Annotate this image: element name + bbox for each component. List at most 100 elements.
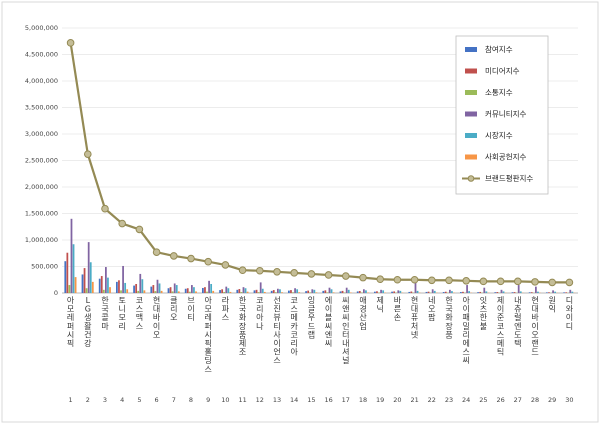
brand-index-line	[66, 39, 574, 287]
bar	[195, 291, 197, 293]
y-tick-label: 3,000,000	[25, 130, 58, 138]
bar	[511, 292, 514, 293]
legend-swatch	[465, 47, 477, 52]
bar	[279, 289, 281, 293]
bar	[177, 291, 180, 293]
bar	[118, 280, 120, 293]
bar	[451, 291, 453, 293]
bar	[143, 290, 146, 293]
bar	[68, 285, 71, 293]
bar	[290, 290, 292, 293]
bar	[191, 285, 193, 293]
bar	[229, 291, 232, 293]
bar	[171, 291, 174, 293]
bar	[89, 262, 92, 293]
bar	[126, 289, 129, 293]
bar	[477, 292, 479, 293]
line-point	[66, 39, 75, 47]
rank-label: 21	[410, 396, 418, 404]
y-tick-label: 4,000,000	[25, 77, 58, 85]
legend-label: 미디어지수	[485, 66, 520, 76]
bar	[367, 292, 369, 293]
rank-label: 6	[155, 396, 159, 404]
bar	[349, 292, 352, 293]
rank-label: 29	[548, 396, 556, 404]
bar	[502, 291, 505, 293]
rank-label: 18	[359, 396, 367, 404]
line-point	[307, 270, 316, 278]
bar	[341, 290, 344, 293]
bar	[343, 292, 346, 293]
legend-swatch	[465, 68, 477, 74]
bar	[485, 291, 488, 293]
bar	[479, 291, 482, 293]
rank-label: 25	[479, 396, 487, 404]
bar	[206, 291, 208, 293]
bar	[204, 287, 206, 293]
bar	[120, 290, 122, 293]
line-point	[376, 275, 385, 284]
bar	[315, 292, 318, 293]
bar	[167, 288, 170, 293]
bar	[537, 291, 539, 293]
bar	[449, 289, 451, 293]
line-point	[221, 261, 230, 269]
bar	[219, 290, 221, 293]
bar	[376, 291, 378, 293]
rank-label: 12	[256, 396, 264, 404]
bar	[173, 283, 176, 293]
bar	[281, 292, 283, 293]
bar	[122, 265, 124, 293]
legend-label: 브랜드평판지수	[485, 173, 533, 183]
line-point	[531, 278, 539, 286]
bar	[257, 292, 260, 293]
line-point	[290, 269, 299, 277]
rank-label: 9	[206, 396, 210, 404]
bar	[223, 291, 226, 293]
line-point	[496, 277, 505, 286]
bar	[347, 289, 350, 293]
bar	[358, 290, 361, 293]
rank-label: 26	[496, 396, 504, 404]
bar	[571, 291, 574, 293]
legend-swatch	[465, 111, 477, 117]
bar	[141, 279, 144, 293]
legend-label: 커뮤니티지수	[485, 110, 526, 119]
rank-label: 4	[120, 396, 124, 404]
line-point	[256, 266, 264, 275]
bar	[296, 289, 299, 293]
rank-label: 15	[307, 396, 315, 404]
bar	[442, 292, 445, 293]
bar	[107, 277, 109, 293]
bar	[139, 273, 142, 293]
bar	[554, 291, 557, 293]
line-point	[359, 273, 367, 282]
line-point	[342, 272, 350, 280]
bar	[309, 292, 312, 293]
bar	[184, 288, 187, 293]
line-point	[204, 257, 212, 266]
bar	[397, 290, 400, 293]
bar	[339, 291, 342, 293]
bar	[494, 292, 497, 293]
rank-label: 23	[445, 396, 453, 404]
bar	[513, 292, 516, 293]
bar	[135, 283, 138, 293]
line-point	[428, 276, 436, 285]
